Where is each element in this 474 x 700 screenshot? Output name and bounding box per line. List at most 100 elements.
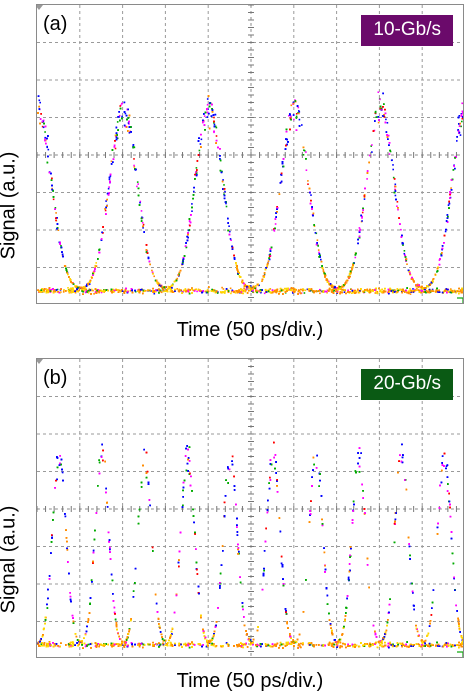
trace-point [243, 282, 245, 285]
trace-point [157, 282, 160, 285]
trace-point [351, 268, 353, 270]
trace-point [333, 289, 335, 292]
trace-point [379, 107, 382, 110]
trace-point [191, 203, 193, 205]
trace-point [76, 286, 79, 288]
trace-point [227, 229, 229, 232]
trace-point [431, 280, 434, 282]
trace-point [145, 251, 148, 253]
trace-point [147, 256, 150, 259]
trace-point [366, 172, 369, 174]
trace-point [461, 102, 463, 105]
trace-point [108, 192, 110, 194]
trace-point [54, 208, 56, 210]
trace-point [39, 289, 42, 292]
trace-point [110, 160, 113, 163]
trace-point [258, 289, 260, 292]
trace-point [403, 252, 406, 255]
trace-point [63, 289, 65, 291]
trace-point [421, 285, 423, 288]
trace-point [269, 291, 271, 293]
trace-point [225, 202, 227, 205]
trace-point [320, 260, 323, 263]
trace-point [388, 144, 390, 146]
trace-point [392, 291, 394, 294]
trace-point [114, 134, 117, 137]
trace-point [124, 112, 127, 115]
trace-point [38, 105, 40, 108]
trace-point [434, 273, 437, 276]
trace-point [339, 291, 342, 293]
trace-point [206, 116, 209, 118]
trace-point [312, 212, 315, 215]
trace-point [374, 292, 377, 294]
trace-point [43, 288, 46, 290]
trace-point [461, 289, 463, 291]
trace-point [331, 291, 333, 293]
trace-point [127, 290, 129, 293]
trace-point [239, 276, 241, 278]
trace-point [168, 287, 170, 289]
trace-point [142, 223, 145, 226]
trace-point [271, 291, 274, 294]
trace-point [392, 289, 394, 292]
trace-point [61, 254, 64, 257]
trace-point [208, 286, 210, 288]
trace-point [294, 291, 296, 293]
trace-point [396, 201, 399, 203]
trace-point [339, 287, 342, 289]
trace-point [402, 244, 404, 246]
trace-point [377, 121, 380, 124]
trace-point [43, 122, 45, 125]
trace-point [309, 202, 312, 205]
trace-point [294, 100, 297, 102]
trace-point [83, 288, 86, 291]
trace-point [121, 115, 123, 118]
trace-point [69, 288, 71, 291]
eye-diagram-plot [37, 5, 463, 303]
trace-point [216, 290, 218, 292]
trace-point [411, 290, 414, 293]
trace-point [450, 179, 453, 181]
trace-point [140, 217, 143, 220]
trace-point [292, 287, 294, 290]
trace-point [153, 292, 156, 295]
trace-point [165, 290, 167, 292]
trace-point [410, 278, 413, 280]
trace-point [44, 136, 46, 139]
trace-point [213, 131, 215, 134]
trace-point [375, 287, 377, 290]
trace-point [285, 287, 288, 290]
trace-point [284, 291, 287, 293]
trace-point [393, 290, 396, 292]
trace-point [119, 105, 121, 107]
trace-point [197, 154, 200, 156]
trace-point [128, 132, 131, 134]
trace-point [342, 285, 345, 288]
trace-point [418, 291, 421, 293]
trace-point [275, 291, 277, 293]
trace-point [332, 290, 334, 292]
trace-point [223, 194, 226, 197]
trace-point [402, 290, 405, 292]
trace-point [399, 288, 401, 291]
trace-point [200, 138, 203, 141]
trace-point [215, 291, 218, 293]
trace-point [310, 194, 312, 196]
trace-point [335, 289, 338, 292]
trace-point [460, 114, 463, 116]
trace-point [401, 291, 403, 294]
trace-point [151, 271, 154, 274]
trace-point [72, 287, 74, 289]
trace-point [266, 266, 268, 268]
trace-point [100, 289, 102, 292]
trace-point [113, 289, 116, 292]
trace-point [98, 251, 101, 254]
trace-point [340, 288, 343, 291]
trace-point [55, 219, 57, 222]
trace-point [158, 292, 160, 294]
trace-point [326, 281, 329, 283]
trace-point [276, 211, 278, 213]
trace-point [459, 134, 462, 136]
trace-point [214, 289, 216, 292]
